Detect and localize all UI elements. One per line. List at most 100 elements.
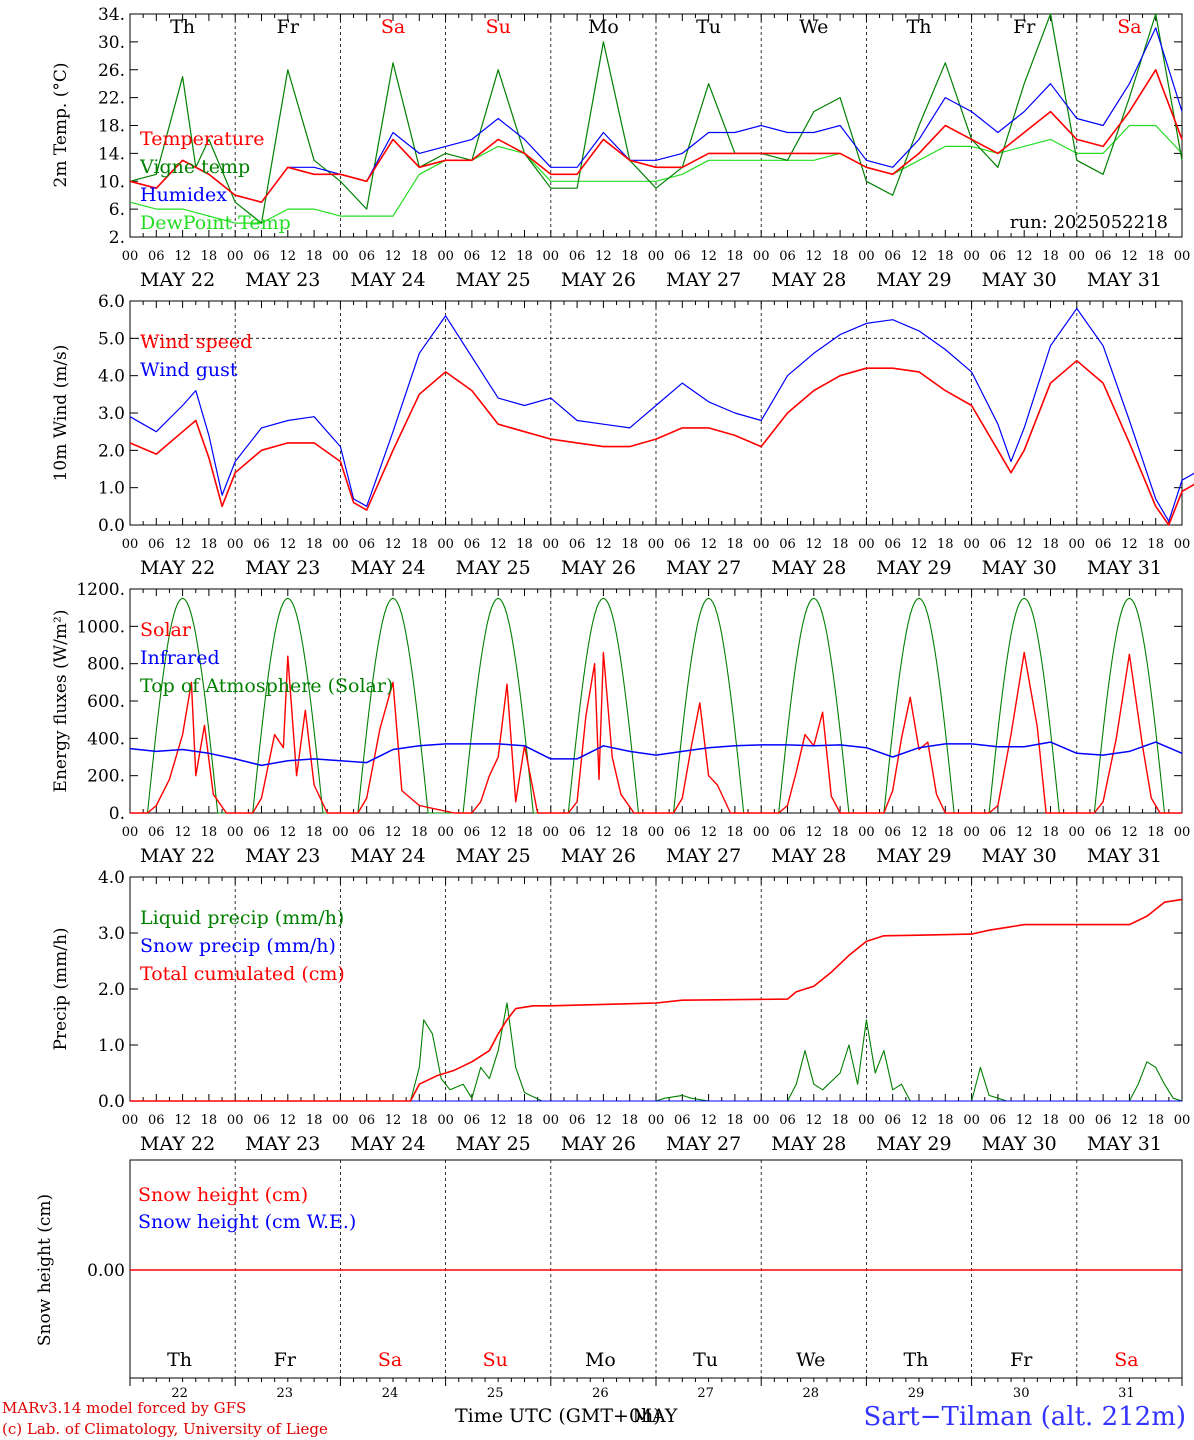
hour-tick-label: 12 bbox=[174, 249, 191, 264]
hour-tick-label: 12 bbox=[174, 1113, 191, 1128]
date-label: MAY 22 bbox=[140, 845, 215, 867]
series-line-humidex bbox=[129, 27, 1183, 203]
hour-tick-label: 18 bbox=[832, 1113, 849, 1128]
hour-tick-label: 18 bbox=[937, 825, 954, 840]
y-tick-label: 600. bbox=[87, 692, 125, 712]
y-tick-label: 4.0 bbox=[98, 868, 125, 888]
hour-tick-label: 00 bbox=[227, 1113, 244, 1128]
legend-entry: Snow height (cm W.E.) bbox=[138, 1211, 356, 1233]
hour-tick-label: 12 bbox=[595, 1113, 612, 1128]
hour-tick-label: 00 bbox=[543, 249, 560, 264]
hour-tick-label: 00 bbox=[122, 1113, 139, 1128]
date-label: MAY 28 bbox=[771, 1133, 846, 1155]
y-tick-label: 800. bbox=[87, 655, 125, 675]
legend-entry: Snow precip (mm/h) bbox=[140, 935, 336, 957]
hour-tick-label: 06 bbox=[779, 249, 796, 264]
y-axis-label: 2m Temp. (°C) bbox=[51, 62, 71, 187]
weekday-label: Su bbox=[483, 1349, 508, 1371]
hour-tick-label: 18 bbox=[411, 825, 428, 840]
y-tick-label: 22. bbox=[98, 89, 125, 109]
weekday-label: Th bbox=[167, 1349, 192, 1371]
hour-tick-label: 18 bbox=[306, 537, 323, 552]
hour-tick-label: 12 bbox=[806, 825, 823, 840]
legend-entry: Solar bbox=[140, 619, 192, 641]
hour-tick-label: 12 bbox=[385, 825, 402, 840]
weekday-label: Sa bbox=[378, 1349, 402, 1371]
series-line-liquid-precip-mm-h- bbox=[130, 1002, 1183, 1102]
date-label: MAY 28 bbox=[771, 269, 846, 291]
date-label: MAY 24 bbox=[350, 557, 425, 579]
series-line-wind-speed bbox=[129, 359, 1194, 526]
hour-tick-label: 18 bbox=[411, 1113, 428, 1128]
day-number-label: 24 bbox=[382, 1386, 399, 1401]
hour-tick-label: 18 bbox=[621, 537, 638, 552]
station-name: Sart−Tilman (alt. 212m) bbox=[863, 1402, 1186, 1432]
hour-tick-label: 06 bbox=[464, 537, 481, 552]
hour-tick-label: 00 bbox=[963, 537, 980, 552]
hour-tick-label: 00 bbox=[753, 1113, 770, 1128]
hour-tick-label: 00 bbox=[1174, 825, 1191, 840]
hour-tick-label: 00 bbox=[858, 1113, 875, 1128]
hour-tick-label: 00 bbox=[437, 537, 454, 552]
weekday-label: Mo bbox=[588, 16, 619, 38]
y-tick-label: 18. bbox=[98, 117, 125, 137]
date-label: MAY 27 bbox=[666, 1133, 741, 1155]
hour-tick-label: 06 bbox=[464, 825, 481, 840]
hour-tick-label: 12 bbox=[174, 825, 191, 840]
hour-tick-label: 06 bbox=[990, 249, 1007, 264]
series-line-temperature bbox=[129, 69, 1183, 203]
weekday-label: Sa bbox=[381, 16, 405, 38]
y-tick-label: 0.0 bbox=[98, 1092, 125, 1112]
hour-tick-label: 12 bbox=[490, 537, 507, 552]
hour-tick-label: 00 bbox=[1174, 1113, 1191, 1128]
series-line-infrared bbox=[129, 741, 1183, 767]
date-label: MAY 31 bbox=[1087, 269, 1162, 291]
hour-tick-label: 12 bbox=[595, 537, 612, 552]
hour-tick-label: 06 bbox=[569, 249, 586, 264]
hour-tick-label: 18 bbox=[1042, 1113, 1059, 1128]
hour-tick-label: 06 bbox=[674, 249, 691, 264]
hour-tick-label: 06 bbox=[464, 249, 481, 264]
date-label: MAY 23 bbox=[245, 845, 320, 867]
y-tick-label: 3.0 bbox=[98, 924, 125, 944]
date-label: MAY 31 bbox=[1087, 845, 1162, 867]
hour-tick-label: 12 bbox=[700, 537, 717, 552]
hour-tick-label: 06 bbox=[884, 825, 901, 840]
hour-tick-label: 00 bbox=[1174, 249, 1191, 264]
hour-tick-label: 12 bbox=[911, 249, 928, 264]
y-tick-label: 0. bbox=[109, 804, 125, 824]
hour-tick-label: 12 bbox=[280, 1113, 297, 1128]
y-tick-label: 2.0 bbox=[98, 441, 125, 461]
hour-tick-label: 00 bbox=[963, 249, 980, 264]
hour-tick-label: 00 bbox=[963, 825, 980, 840]
y-tick-label: 34. bbox=[98, 5, 125, 25]
hour-tick-label: 06 bbox=[253, 249, 270, 264]
y-axis-label: Snow height (cm) bbox=[35, 1194, 55, 1346]
day-number-label: 29 bbox=[908, 1386, 925, 1401]
hour-tick-label: 18 bbox=[516, 1113, 533, 1128]
hour-tick-label: 00 bbox=[753, 537, 770, 552]
hour-tick-label: 18 bbox=[727, 537, 744, 552]
date-label: MAY 26 bbox=[561, 269, 636, 291]
date-label: MAY 29 bbox=[876, 845, 951, 867]
hour-tick-label: 06 bbox=[148, 1113, 165, 1128]
y-tick-label: 200. bbox=[87, 767, 125, 787]
hour-tick-label: 12 bbox=[911, 537, 928, 552]
weekday-label: Mo bbox=[585, 1349, 616, 1371]
hour-tick-label: 18 bbox=[727, 825, 744, 840]
hour-tick-label: 00 bbox=[332, 249, 349, 264]
hour-tick-label: 00 bbox=[543, 825, 560, 840]
day-number-label: 25 bbox=[487, 1386, 504, 1401]
y-axis-label: 10m Wind (m/s) bbox=[51, 345, 71, 482]
hour-tick-label: 00 bbox=[648, 249, 665, 264]
weekday-label: Th bbox=[904, 1349, 929, 1371]
date-label: MAY 29 bbox=[876, 1133, 951, 1155]
hour-tick-label: 18 bbox=[727, 1113, 744, 1128]
hour-tick-label: 12 bbox=[595, 249, 612, 264]
y-tick-label: 1200. bbox=[76, 580, 125, 600]
series-line-wind-gust bbox=[129, 307, 1194, 522]
hour-tick-label: 06 bbox=[358, 249, 375, 264]
panel-frame-2 bbox=[129, 300, 1183, 526]
hour-tick-label: 18 bbox=[1147, 537, 1164, 552]
run-annotation: run: 2025052218 bbox=[1010, 212, 1168, 233]
